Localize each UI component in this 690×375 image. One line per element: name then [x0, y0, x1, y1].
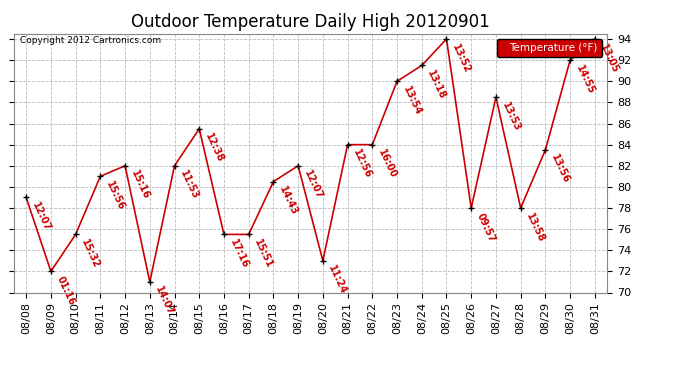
Text: 12:07: 12:07 [30, 201, 52, 233]
Text: 11:24: 11:24 [326, 264, 348, 296]
Text: 12:38: 12:38 [203, 132, 225, 164]
Text: 16:00: 16:00 [376, 148, 398, 180]
Legend: Temperature (°F): Temperature (°F) [497, 39, 602, 57]
Text: 13:05: 13:05 [598, 42, 621, 75]
Text: 13:18: 13:18 [426, 69, 448, 101]
Text: 01:16: 01:16 [55, 274, 77, 307]
Text: 13:54: 13:54 [401, 84, 423, 117]
Text: 13:52: 13:52 [450, 42, 473, 75]
Text: 17:16: 17:16 [228, 238, 250, 270]
Text: 15:51: 15:51 [253, 238, 275, 270]
Text: 12:07: 12:07 [302, 169, 324, 201]
Text: 13:56: 13:56 [549, 153, 571, 185]
Text: 14:07: 14:07 [153, 285, 176, 317]
Text: 15:32: 15:32 [79, 238, 101, 270]
Text: 15:56: 15:56 [104, 180, 126, 212]
Text: 14:55: 14:55 [574, 63, 596, 96]
Text: Copyright 2012 Cartronics.com: Copyright 2012 Cartronics.com [20, 36, 161, 45]
Text: 13:58: 13:58 [524, 211, 546, 244]
Text: 12:56: 12:56 [351, 148, 373, 180]
Text: 09:57: 09:57 [475, 211, 497, 243]
Text: 13:53: 13:53 [500, 100, 522, 133]
Text: 14:43: 14:43 [277, 185, 299, 217]
Text: 15:16: 15:16 [129, 169, 151, 201]
Title: Outdoor Temperature Daily High 20120901: Outdoor Temperature Daily High 20120901 [131, 13, 490, 31]
Text: 11:53: 11:53 [178, 169, 200, 201]
